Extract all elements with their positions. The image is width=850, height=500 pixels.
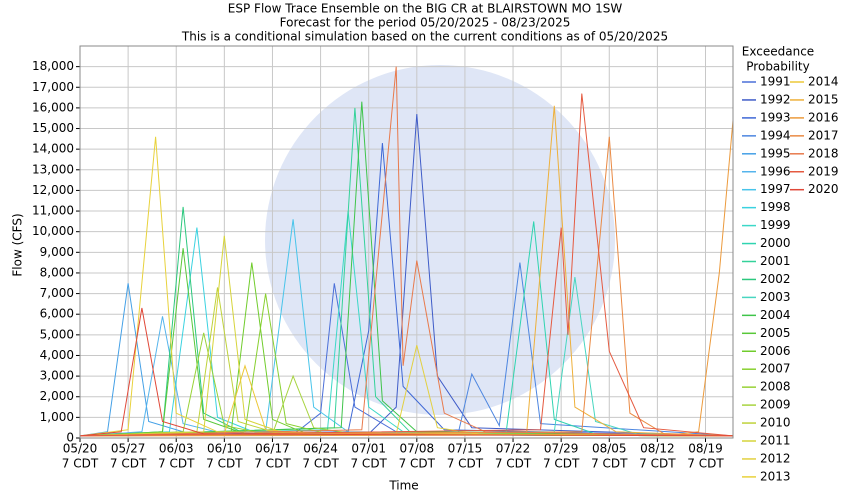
y-tick-label: 1,000 bbox=[40, 410, 74, 424]
y-tick-label: 0 bbox=[66, 431, 74, 445]
y-tick-label: 14,000 bbox=[32, 142, 74, 156]
y-tick-label: 10,000 bbox=[32, 224, 74, 238]
legend-label: 2018 bbox=[808, 146, 839, 160]
legend-label: 2017 bbox=[808, 128, 839, 142]
chart-title: ESP Flow Trace Ensemble on the BIG CR at… bbox=[228, 2, 623, 16]
x-tick-label: 7 CDT bbox=[495, 457, 532, 471]
x-tick-label: 07/08 bbox=[400, 442, 435, 456]
y-tick-label: 13,000 bbox=[32, 162, 74, 176]
flow-trace bbox=[79, 93, 734, 437]
y-tick-label: 16,000 bbox=[32, 100, 74, 114]
x-tick-label: 08/12 bbox=[640, 442, 675, 456]
x-tick-label: 7 CDT bbox=[62, 457, 99, 471]
legend-label: 2008 bbox=[760, 380, 791, 394]
x-tick-label: 7 CDT bbox=[543, 457, 580, 471]
y-tick-label: 9,000 bbox=[40, 245, 74, 259]
legend-label: 1995 bbox=[760, 146, 791, 160]
legend-label: 2002 bbox=[760, 272, 791, 286]
y-tick-label: 8,000 bbox=[40, 265, 74, 279]
legend-label: 1996 bbox=[760, 164, 791, 178]
x-tick-label: 08/19 bbox=[688, 442, 723, 456]
legend-label: 2009 bbox=[760, 398, 791, 412]
y-tick-label: 15,000 bbox=[32, 121, 74, 135]
legend-label: 2004 bbox=[760, 308, 791, 322]
x-tick-label: 06/10 bbox=[207, 442, 242, 456]
x-tick-label: 7 CDT bbox=[302, 457, 339, 471]
legend-label: 2019 bbox=[808, 164, 839, 178]
legend-label: 2003 bbox=[760, 290, 791, 304]
chart-title: This is a conditional simulation based o… bbox=[181, 30, 668, 44]
x-tick-label: 7 CDT bbox=[447, 457, 484, 471]
x-tick-label: 7 CDT bbox=[687, 457, 724, 471]
flow-trace bbox=[79, 66, 734, 437]
x-tick-label: 07/22 bbox=[496, 442, 531, 456]
x-axis-label: Time bbox=[388, 479, 418, 493]
x-tick-label: 06/24 bbox=[303, 442, 338, 456]
x-tick-label: 05/20 bbox=[63, 442, 98, 456]
legend-label: 1991 bbox=[760, 75, 791, 89]
y-tick-label: 2,000 bbox=[40, 389, 74, 403]
legend-label: 1998 bbox=[760, 200, 791, 214]
legend-title: Probability bbox=[746, 60, 809, 74]
legend-label: 2014 bbox=[808, 75, 839, 89]
y-tick-label: 4,000 bbox=[40, 348, 74, 362]
flow-trace bbox=[79, 307, 734, 437]
x-tick-label: 7 CDT bbox=[110, 457, 147, 471]
legend-label: 2011 bbox=[760, 434, 791, 448]
y-tick-label: 5,000 bbox=[40, 327, 74, 341]
x-tick-label: 7 CDT bbox=[591, 457, 628, 471]
x-tick-label: 07/01 bbox=[351, 442, 386, 456]
x-tick-label: 08/05 bbox=[592, 442, 627, 456]
y-tick-label: 12,000 bbox=[32, 183, 74, 197]
y-tick-label: 17,000 bbox=[32, 80, 74, 94]
legend-label: 1993 bbox=[760, 110, 791, 124]
chart-title: Forecast for the period 05/20/2025 - 08/… bbox=[280, 16, 571, 30]
x-tick-label: 7 CDT bbox=[639, 457, 676, 471]
legend-label: 2013 bbox=[760, 469, 791, 483]
legend-label: 2020 bbox=[808, 182, 839, 196]
x-tick-label: 7 CDT bbox=[206, 457, 243, 471]
x-tick-label: 06/03 bbox=[159, 442, 194, 456]
legend-label: 2012 bbox=[760, 451, 791, 465]
x-tick-label: 7 CDT bbox=[399, 457, 436, 471]
y-tick-label: 3,000 bbox=[40, 369, 74, 383]
legend-label: 1994 bbox=[760, 128, 791, 142]
x-tick-label: 7 CDT bbox=[158, 457, 195, 471]
legend-label: 2001 bbox=[760, 254, 791, 268]
legend-label: 2000 bbox=[760, 236, 791, 250]
y-tick-label: 7,000 bbox=[40, 286, 74, 300]
legend-label: 2016 bbox=[808, 110, 839, 124]
legend-label: 1999 bbox=[760, 218, 791, 232]
y-tick-label: 6,000 bbox=[40, 307, 74, 321]
y-tick-label: 11,000 bbox=[32, 204, 74, 218]
x-tick-label: 06/17 bbox=[255, 442, 290, 456]
x-tick-label: 7 CDT bbox=[254, 457, 291, 471]
x-tick-label: 07/15 bbox=[448, 442, 483, 456]
x-tick-label: 05/27 bbox=[111, 442, 146, 456]
legend-label: 1997 bbox=[760, 182, 791, 196]
y-tick-label: 18,000 bbox=[32, 59, 74, 73]
x-tick-label: 7 CDT bbox=[350, 457, 387, 471]
legend-label: 2015 bbox=[808, 92, 839, 106]
legend-label: 2006 bbox=[760, 344, 791, 358]
legend-label: 2010 bbox=[760, 416, 791, 430]
legend-title: Exceedance bbox=[742, 45, 814, 59]
legend-label: 1992 bbox=[760, 92, 791, 106]
watermark-logo bbox=[265, 65, 615, 415]
legend-label: 2005 bbox=[760, 326, 791, 340]
x-tick-label: 07/29 bbox=[544, 442, 579, 456]
plot-frame bbox=[79, 45, 734, 439]
legend-label: 2007 bbox=[760, 362, 791, 376]
y-axis-label: Flow (CFS) bbox=[11, 213, 25, 276]
